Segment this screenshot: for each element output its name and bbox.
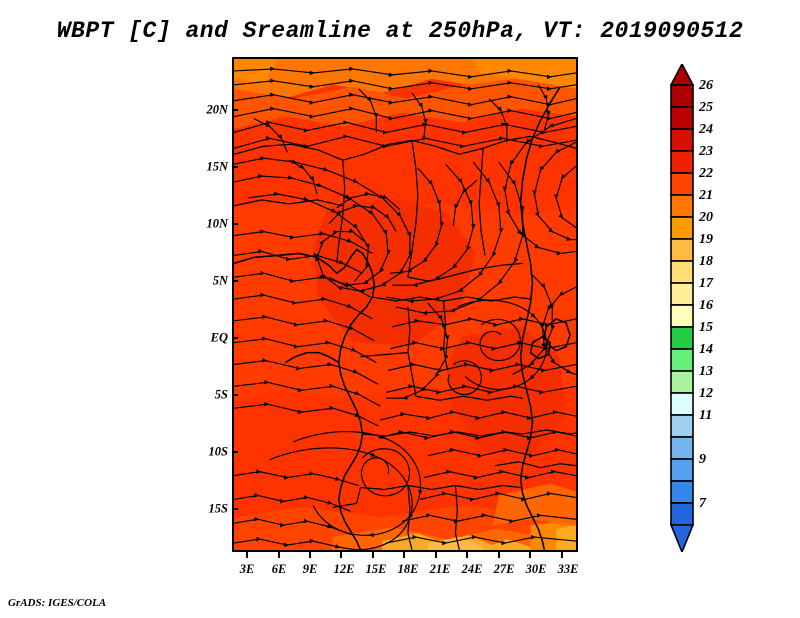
lon-tick-21E	[435, 552, 437, 558]
lat-label-15N: 15N	[206, 159, 228, 174]
lon-label-9E: 9E	[302, 562, 318, 576]
colorbar-label-17: 17	[699, 276, 713, 291]
lon-tick-12E	[340, 552, 342, 558]
colorbar-label-13: 13	[699, 364, 713, 379]
colorbar-label-24: 24	[699, 122, 713, 137]
lon-label-24E: 24E	[461, 562, 483, 576]
colorbar-label-21: 21	[699, 188, 713, 203]
lat-label-15S: 15S	[208, 501, 228, 516]
lon-label-12E: 12E	[333, 562, 355, 576]
lon-label-6E: 6E	[271, 562, 287, 576]
colorbar-label-14: 14	[699, 342, 713, 357]
colorbar	[670, 64, 694, 552]
lat-tick-5N	[232, 280, 238, 282]
lon-tick-33E	[561, 552, 563, 558]
lat-tick-EQ	[232, 337, 238, 339]
lon-tick-3E	[246, 552, 248, 558]
lon-tick-27E	[498, 552, 500, 558]
footer-credit: GrADS: IGES/COLA	[8, 597, 107, 609]
colorbar-label-23: 23	[699, 144, 713, 159]
lat-tick-15S	[232, 508, 238, 510]
lon-label-15E: 15E	[365, 562, 387, 576]
colorbar-label-22: 22	[699, 166, 713, 181]
colorbar-arrow-bottom	[670, 524, 694, 552]
colorbar-label-16: 16	[699, 298, 713, 313]
lon-tick-30E	[529, 552, 531, 558]
lon-label-3E: 3E	[239, 562, 255, 576]
lat-label-5S: 5S	[214, 387, 228, 402]
lon-label-30E: 30E	[525, 562, 547, 576]
lon-tick-15E	[372, 552, 374, 558]
lon-tick-6E	[278, 552, 280, 558]
lon-label-27E: 27E	[493, 562, 515, 576]
lat-label-5N: 5N	[212, 273, 228, 288]
lat-tick-5S	[232, 394, 238, 396]
colorbar-swatches	[670, 64, 694, 552]
colorbar-label-19: 19	[699, 232, 713, 247]
colorbar-label-7: 7	[699, 496, 706, 511]
lon-label-18E: 18E	[397, 562, 419, 576]
lat-tick-10N	[232, 223, 238, 225]
lat-label-20N: 20N	[206, 102, 228, 117]
colorbar-label-11: 11	[699, 408, 713, 423]
lon-label-21E: 21E	[429, 562, 451, 576]
colorbar-label-26: 26	[699, 78, 713, 93]
colorbar-label-25: 25	[699, 100, 713, 115]
lon-tick-24E	[466, 552, 468, 558]
colorbar-label-12: 12	[699, 386, 713, 401]
lon-tick-18E	[403, 552, 405, 558]
lon-label-33E: 33E	[557, 562, 579, 576]
lat-tick-15N	[232, 166, 238, 168]
colorbar-label-18: 18	[699, 254, 713, 269]
lat-label-EQ: EQ	[210, 330, 228, 345]
colorbar-label-9: 9	[699, 452, 706, 467]
streamlines	[234, 66, 576, 550]
colorbar-label-20: 20	[699, 210, 713, 225]
lon-tick-9E	[309, 552, 311, 558]
map-plot-area: .sl { fill:none; stroke:#000; stroke-wid…	[232, 57, 578, 552]
lat-label-10S: 10S	[208, 444, 228, 459]
lat-label-10N: 10N	[206, 216, 228, 231]
colorbar-arrow-top	[670, 64, 694, 86]
lat-tick-10S	[232, 451, 238, 453]
lat-tick-20N	[232, 109, 238, 111]
colorbar-label-15: 15	[699, 320, 713, 335]
weather-map-canvas: .sl { fill:none; stroke:#000; stroke-wid…	[234, 59, 576, 550]
page-title: WBPT [C] and Sreamline at 250hPa, VT: 20…	[56, 18, 744, 44]
